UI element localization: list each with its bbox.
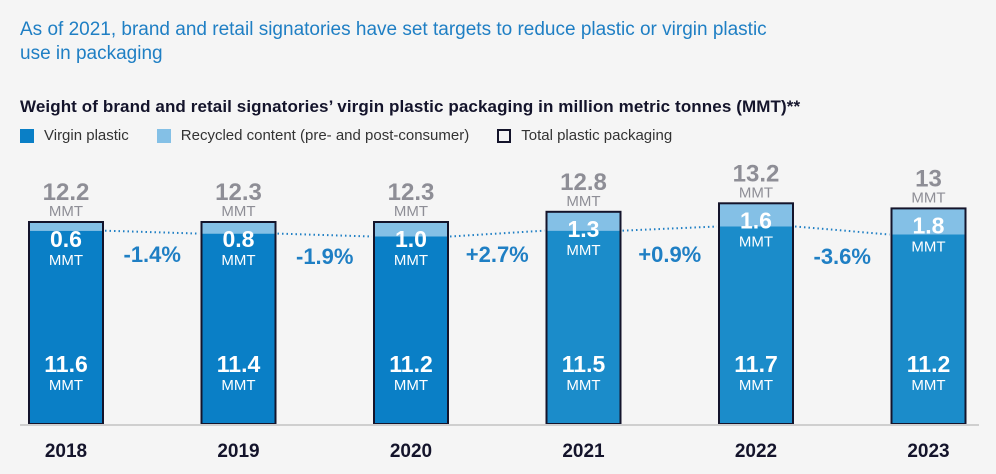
virgin-value-label: 11.2: [907, 351, 951, 377]
recycled-unit-label: MMT: [566, 242, 600, 259]
total-unit-label: MMT: [911, 189, 945, 206]
total-value-label: 12.8: [560, 169, 607, 196]
recycled-unit-label: MMT: [911, 238, 945, 255]
recycled-value-label: 1.0: [395, 226, 427, 252]
virgin-swatch-icon: [20, 128, 34, 143]
recycled-value-label: 0.8: [223, 226, 255, 252]
change-label: -1.4%: [124, 242, 181, 267]
legend-item-virgin: Virgin plastic: [20, 127, 129, 144]
recycled-value-label: 1.3: [568, 216, 600, 242]
trend-line-segment: [622, 225, 718, 232]
bar-recycled-2022: [719, 203, 793, 227]
virgin-value-label: 11.4: [217, 351, 261, 377]
recycled-value-label: 0.6: [50, 226, 82, 252]
bar-recycled-2019: [201, 222, 276, 234]
bar-virgin-2022: [719, 226, 793, 424]
bar-recycled-2020: [374, 222, 448, 237]
virgin-value-label: 11.7: [734, 351, 778, 377]
recycled-value-label: 1.6: [740, 207, 772, 233]
bar-virgin-2020: [374, 236, 448, 424]
virgin-value-label: 11.6: [44, 351, 88, 377]
legend-item-recycled: Recycled content (pre- and post-consumer…: [156, 127, 470, 144]
x-tick-label: 2021: [562, 441, 605, 462]
trend-line-segment: [449, 229, 545, 238]
legend-item-total: Total plastic packaging: [497, 127, 672, 144]
recycled-unit-label: MMT: [221, 252, 255, 269]
total-unit-label: MMT: [221, 203, 255, 220]
recycled-swatch-icon: [156, 128, 171, 143]
virgin-unit-label: MMT: [49, 377, 83, 394]
headline: As of 2021, brand and retail signatories…: [20, 19, 767, 64]
virgin-unit-label: MMT: [566, 377, 600, 394]
total-unit-label: MMT: [566, 193, 600, 210]
virgin-unit-label: MMT: [739, 377, 773, 394]
total-value-label: 13.2: [733, 160, 780, 187]
change-label: +2.7%: [466, 242, 529, 267]
total-swatch-icon: [497, 128, 512, 143]
trend-line-segment: [794, 225, 890, 236]
x-tick-label: 2018: [45, 441, 87, 462]
change-label: -3.6%: [814, 244, 871, 269]
recycled-unit-label: MMT: [394, 252, 428, 269]
recycled-value-label: 1.8: [913, 212, 945, 238]
total-value-label: 13: [915, 165, 942, 192]
bar-virgin-2021: [546, 230, 621, 424]
bar-virgin-2019: [201, 233, 276, 424]
change-label: -1.9%: [296, 244, 353, 269]
recycled-unit-label: MMT: [49, 252, 83, 269]
bar-virgin-2018: [29, 230, 103, 424]
trend-line-segment: [104, 229, 200, 235]
total-value-label: 12.3: [388, 179, 435, 206]
x-tick-label: 2019: [217, 441, 259, 462]
legend-label-virgin: Virgin plastic: [44, 127, 129, 144]
virgin-value-label: 11.5: [562, 351, 606, 377]
virgin-unit-label: MMT: [221, 377, 255, 394]
bar-virgin-2023: [891, 234, 966, 424]
x-tick-label: 2023: [907, 441, 949, 462]
virgin-value-label: 11.2: [389, 351, 433, 377]
total-unit-label: MMT: [739, 184, 773, 201]
legend: Virgin plastic Recycled content (pre- an…: [20, 127, 700, 144]
bar-recycled-2021: [546, 211, 621, 231]
total-unit-label: MMT: [394, 203, 428, 220]
bar-recycled-2018: [29, 222, 103, 231]
trend-line-segment: [277, 232, 373, 238]
total-value-label: 12.2: [43, 179, 90, 206]
x-tick-label: 2022: [735, 441, 777, 462]
legend-label-total: Total plastic packaging: [521, 127, 673, 144]
legend-label-recycled: Recycled content (pre- and post-consumer…: [180, 127, 470, 144]
virgin-unit-label: MMT: [394, 377, 428, 394]
virgin-unit-label: MMT: [911, 377, 945, 394]
total-unit-label: MMT: [49, 203, 83, 220]
total-value-label: 12.3: [215, 179, 262, 206]
chart-title: Weight of brand and retail signatories’ …: [20, 97, 801, 116]
bar-recycled-2023: [891, 208, 966, 235]
x-tick-label: 2020: [390, 441, 432, 462]
change-label: +0.9%: [638, 242, 701, 267]
recycled-unit-label: MMT: [739, 233, 773, 250]
